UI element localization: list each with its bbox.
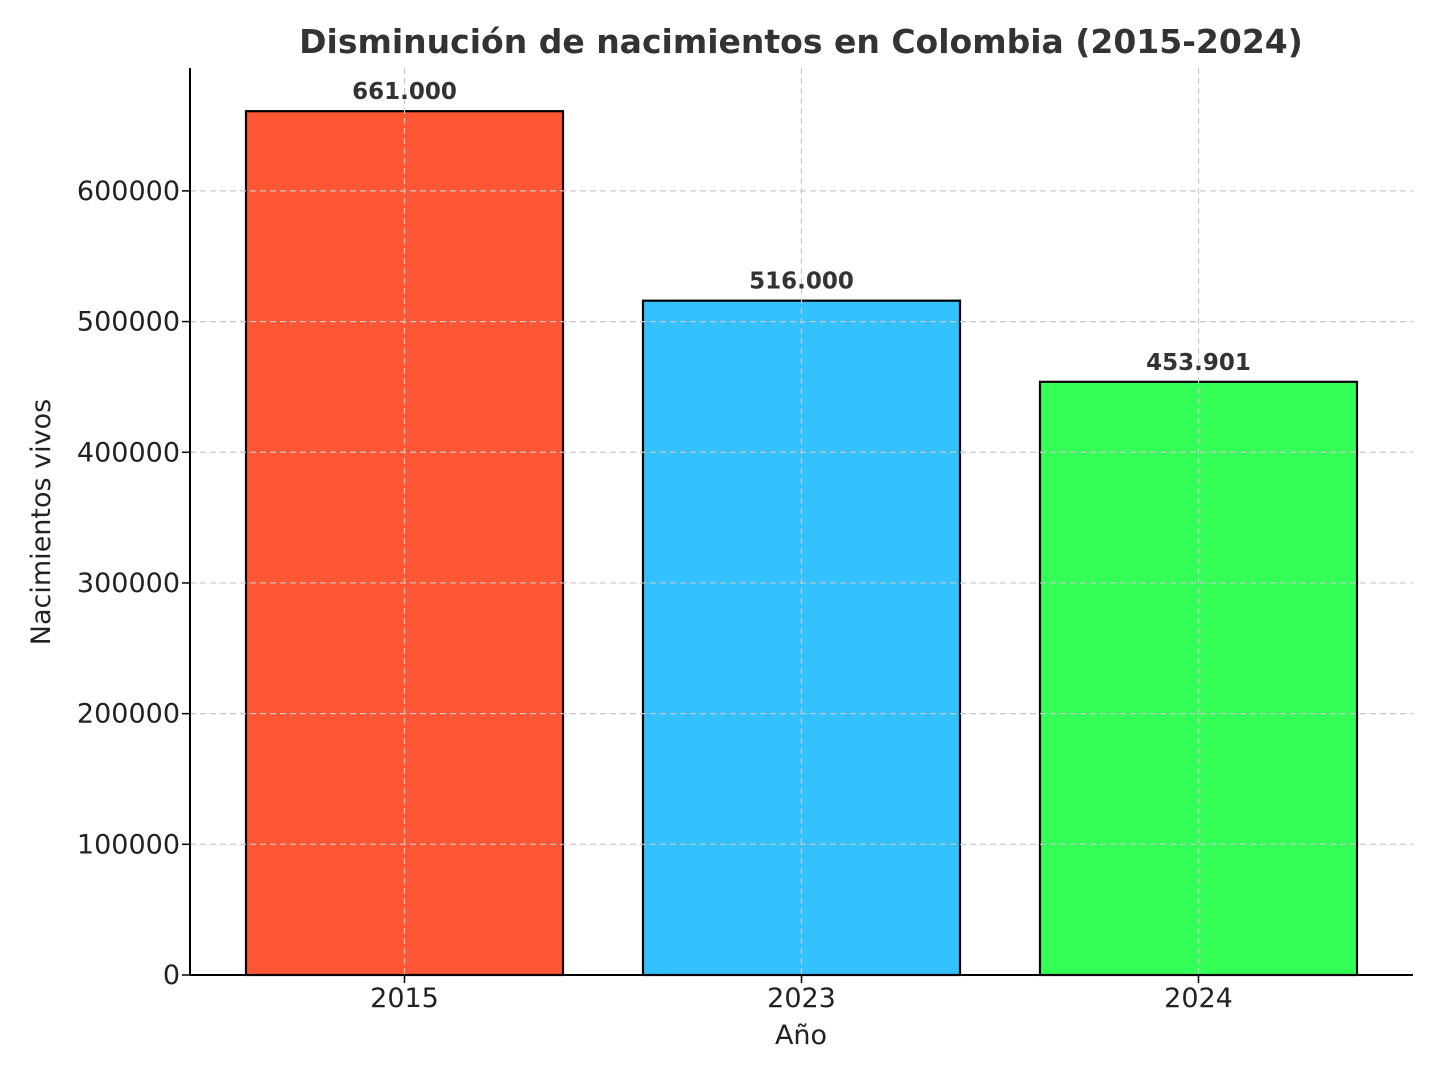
y-tick-label: 400000 bbox=[77, 437, 180, 468]
y-tick-label: 500000 bbox=[77, 307, 180, 338]
x-tick-label: 2023 bbox=[767, 983, 836, 1014]
data-label-2024: 453.901 bbox=[1146, 350, 1251, 376]
y-tick-label: 200000 bbox=[77, 699, 180, 730]
y-tick-label: 600000 bbox=[77, 176, 180, 207]
ticks: 0 100000 200000 300000 400000 500000 600000 201… bbox=[77, 176, 1233, 1014]
y-axis-title: Nacimientos vivos bbox=[26, 399, 57, 645]
data-label-2015: 661.000 bbox=[352, 79, 457, 105]
y-tick-label: 0 bbox=[163, 960, 180, 991]
chart-title: Disminución de nacimientos en Colombia (… bbox=[299, 22, 1303, 61]
x-tick-label: 2024 bbox=[1164, 983, 1233, 1014]
data-labels: 661.000 516.000 453.901 bbox=[352, 79, 1251, 376]
y-tick-label: 300000 bbox=[77, 568, 180, 599]
data-label-2023: 516.000 bbox=[749, 269, 854, 295]
grid bbox=[190, 68, 1413, 975]
x-axis-title: Año bbox=[775, 1020, 827, 1051]
x-tick-label: 2015 bbox=[370, 983, 439, 1014]
y-tick-label: 100000 bbox=[77, 829, 180, 860]
